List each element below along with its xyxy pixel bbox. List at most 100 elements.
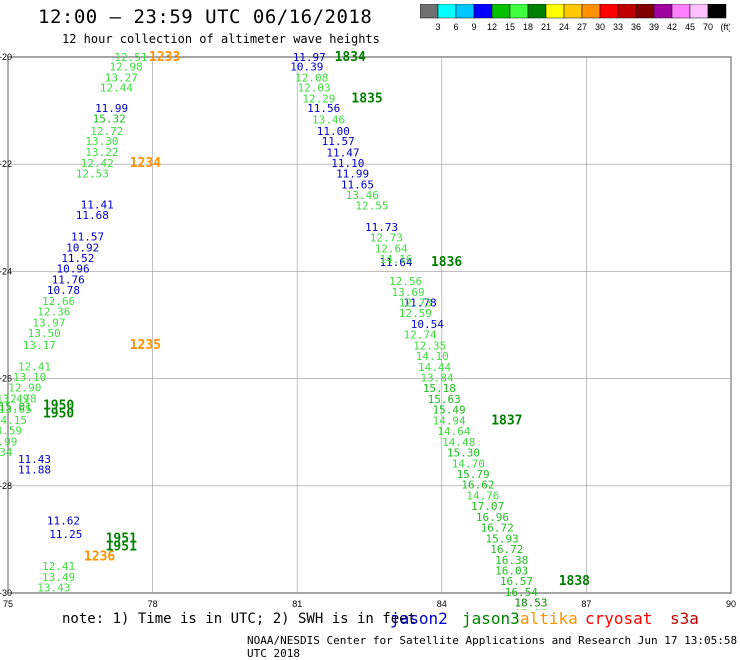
swh-value-label: 15.18 — [423, 382, 456, 395]
color-scale-label: (ft) — [721, 22, 731, 32]
pass-time-label: 1951 — [106, 531, 137, 546]
x-tick-label: 75 — [3, 599, 13, 609]
swh-value-label: 15.63 — [428, 393, 461, 406]
swh-value-label: 11.00 — [317, 125, 350, 138]
plot-area: 75 78 81 84 87 90 -20 -22 -24 -26 -28 -30 11.9710.39… — [0, 50, 736, 610]
swh-value-label: 12.59 — [399, 307, 432, 320]
swh-value-label: 11.88 — [18, 464, 51, 477]
swh-value-label: 12.36 — [37, 306, 70, 319]
swh-value-label: 12.73 — [370, 232, 403, 245]
color-scale-label: 12 — [487, 22, 497, 32]
pass-time-label: 1838 — [559, 574, 590, 589]
swh-value-label: 14.94 — [432, 414, 465, 427]
legend-altika: altika — [520, 609, 578, 628]
swh-value-label: 16.72 — [481, 522, 514, 535]
x-tick-label: 90 — [726, 599, 736, 609]
swh-value-label: 12.51 — [114, 51, 147, 64]
color-scale-label: 24 — [559, 22, 569, 32]
swh-value-label: 14.44 — [418, 361, 451, 374]
swh-value-label: 15.01 — [0, 400, 32, 413]
swh-value-label: 14.15 — [0, 414, 27, 427]
swh-value-label: 11.99 — [95, 102, 128, 115]
y-tick-label: -30 — [0, 588, 12, 598]
swh-value-label: 16.72 — [490, 543, 523, 556]
swh-value-label: 11.64 — [379, 256, 412, 269]
swh-value-label: 11.41 — [81, 198, 114, 211]
swh-value-label: 12.64 — [375, 242, 408, 255]
swh-value-label: 13.43 — [37, 582, 70, 595]
x-tick-label: 78 — [148, 599, 158, 609]
credit-line: NOAA/NESDIS Center for Satellite Applica… — [247, 634, 738, 660]
x-tick-label: 87 — [581, 599, 591, 609]
color-scale-label: 39 — [649, 22, 659, 32]
swh-value-label: 18.53 — [514, 597, 547, 610]
swh-value-label: 11.43 — [18, 453, 51, 466]
swh-value-label: 14.10 — [416, 350, 449, 363]
swh-value-label: 12.03 — [298, 82, 331, 95]
y-tick-label: -26 — [0, 374, 12, 384]
legend-jason2: jason2 — [390, 609, 448, 628]
swh-value-label: 10.39 — [290, 61, 323, 74]
swh-value-label: 1235 — [130, 338, 161, 353]
swh-value-label: 13.46 — [346, 189, 379, 202]
swh-value-label: 11.47 — [326, 146, 359, 159]
swh-value-label: 12.90 — [8, 382, 41, 395]
x-tick-label: 84 — [437, 599, 447, 609]
swh-value-label: 16.54 — [505, 586, 538, 599]
color-scale-label: 3 — [435, 22, 440, 32]
x-tick-label: 81 — [292, 599, 302, 609]
y-tick-label: -28 — [0, 481, 12, 491]
swh-value-label: 10.96 — [57, 263, 90, 276]
swh-value-label: 13.99 — [0, 435, 17, 448]
color-scale-label: 70 — [703, 22, 713, 32]
pass-time-label: 1951 — [106, 539, 137, 554]
swh-value-label: 13.49 — [0, 392, 29, 405]
swh-value-label: 11.56 — [307, 102, 340, 115]
swh-value-label: 14.70 — [452, 457, 485, 470]
swh-value-label: 16.96 — [476, 511, 509, 524]
swh-value-label: 17.07 — [471, 500, 504, 513]
pass-time-label: 1836 — [431, 255, 462, 270]
swh-value-label: 15.49 — [432, 404, 465, 417]
swh-value-label: 13.22 — [85, 146, 118, 159]
swh-value-label: 12.66 — [42, 295, 75, 308]
swh-value-label: 11.99 — [336, 167, 369, 180]
swh-value-label: 13.27 — [105, 71, 138, 84]
swh-value-label: 11.76 — [52, 273, 85, 286]
color-scale-label: 27 — [577, 22, 587, 32]
legend-cryosat: cryosat — [585, 609, 653, 628]
color-scale-label: 30 — [595, 22, 605, 32]
legend-jason3: jason3 — [462, 609, 520, 628]
color-scale-label: 6 — [453, 22, 458, 32]
swh-value-label: 11.25 — [49, 528, 82, 541]
pass-time-label: 1837 — [491, 413, 522, 428]
swh-value-label: 11.73 — [365, 221, 398, 234]
swh-value-label: 16.57 — [500, 575, 533, 588]
color-swatch — [707, 4, 727, 19]
swh-value-label: 14.48 — [442, 436, 475, 449]
swh-value-label: 13.97 — [32, 316, 65, 329]
swh-value-label: 13.49 — [42, 571, 75, 584]
swh-value-label: 1234 — [130, 156, 161, 171]
swh-value-label: 10.78 — [47, 284, 80, 297]
swh-value-label: 12.08 — [295, 71, 328, 84]
swh-value-label: 13.84 — [420, 372, 453, 385]
footnote: note: 1) Time is in UTC; 2) SWH is in fe… — [62, 611, 417, 627]
chart-title: 12:00 — 23:59 UTC 06/16/2018 — [38, 6, 373, 28]
swh-value-label: 12.42 — [81, 157, 114, 170]
swh-value-label: 16.38 — [495, 554, 528, 567]
swh-value-label: 15.32 — [93, 113, 126, 126]
legend-s3a: s3a — [670, 609, 699, 628]
pass-time-label: 1834 — [335, 50, 366, 65]
y-tick-label: -20 — [0, 52, 12, 62]
swh-value-label: 12.55 — [355, 199, 388, 212]
swh-value-label: 10.92 — [66, 241, 99, 254]
swh-value-label: 12.41 — [18, 360, 51, 373]
swh-value-label: 11.62 — [47, 515, 80, 528]
swh-value-label: 14.64 — [437, 425, 470, 438]
swh-value-label: 11.10 — [331, 157, 364, 170]
y-tick-label: -22 — [0, 159, 12, 169]
swh-value-label: 11.57 — [322, 135, 355, 148]
swh-value-label: 12.78 — [3, 392, 36, 405]
swh-value-label: 11.65 — [341, 179, 374, 192]
